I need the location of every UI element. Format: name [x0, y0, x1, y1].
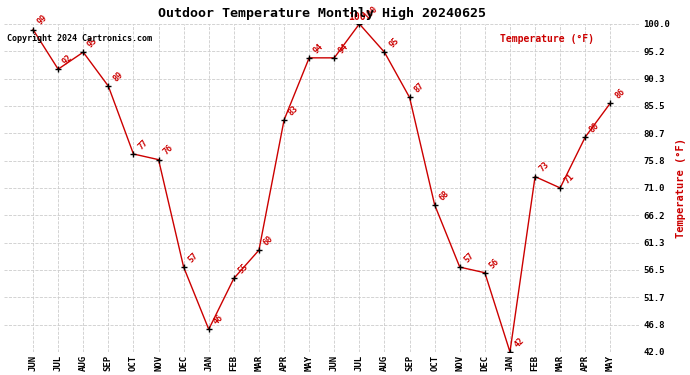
Text: 57: 57: [462, 251, 476, 264]
Title: Outdoor Temperature Monthly High 20240625: Outdoor Temperature Monthly High 2024062…: [158, 7, 486, 20]
Text: 60: 60: [262, 234, 275, 248]
Text: 55: 55: [237, 262, 250, 276]
Text: 77: 77: [136, 138, 150, 151]
Text: 56: 56: [488, 256, 501, 270]
Text: 87: 87: [413, 81, 426, 94]
Text: 73: 73: [538, 160, 551, 174]
Text: 76: 76: [161, 143, 175, 157]
Text: 86: 86: [613, 87, 627, 100]
Text: 68: 68: [437, 189, 451, 202]
Text: Temperature (°F): Temperature (°F): [500, 34, 593, 44]
Text: 100: 100: [362, 4, 379, 21]
Text: 95: 95: [86, 36, 99, 50]
Text: 80: 80: [588, 121, 602, 134]
Text: 57: 57: [186, 251, 200, 264]
Text: 99: 99: [36, 13, 49, 27]
Text: 95: 95: [387, 36, 401, 50]
Text: 94: 94: [312, 42, 326, 55]
Text: 89: 89: [111, 70, 125, 83]
Text: 42: 42: [513, 336, 526, 349]
Text: Copyright 2024 Cartronics.com: Copyright 2024 Cartronics.com: [8, 34, 152, 43]
Text: 94: 94: [337, 42, 351, 55]
Text: 71: 71: [563, 172, 576, 185]
Y-axis label: Temperature (°F): Temperature (°F): [676, 138, 686, 238]
Text: 100: 100: [348, 12, 366, 22]
Text: 46: 46: [212, 313, 225, 327]
Text: 83: 83: [287, 104, 300, 117]
Text: 92: 92: [61, 53, 75, 66]
